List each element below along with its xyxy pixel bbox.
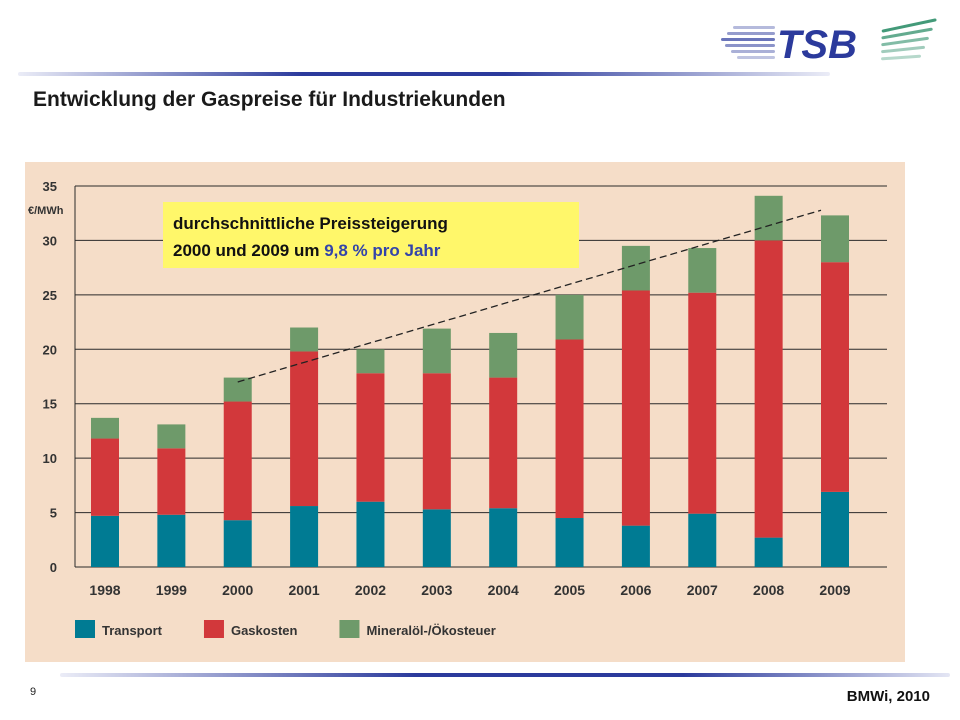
y-tick-label: 35: [43, 179, 57, 194]
y-tick-label: 25: [43, 288, 57, 303]
y-axis-label: €/MWh: [28, 205, 64, 217]
bar-segment-transport: [688, 513, 717, 567]
x-tick-label: 2004: [488, 582, 519, 598]
x-axis-ticks: 1998 1999 2000 2001 2002 2003 2004 2005 2006 2007…: [89, 582, 850, 598]
bar-segment-mineralöl-ökosteuer: [754, 195, 783, 241]
bar-segment-mineralöl-ökosteuer: [157, 424, 186, 449]
bar-segment-transport: [91, 515, 119, 567]
x-tick-label: 2003: [421, 582, 452, 598]
bar-segment-transport: [555, 518, 584, 567]
x-tick-label: 2002: [355, 582, 386, 598]
bar-stack-2002: [356, 349, 385, 567]
source-credit: BMWi, 2010: [846, 688, 930, 705]
bar-segment-mineralöl-ökosteuer: [821, 215, 849, 263]
annotation-line-2-prefix: 2000 und 2009 um: [173, 241, 324, 260]
bar-segment-mineralöl-ökosteuer: [621, 245, 650, 291]
y-tick-label: 5: [50, 506, 57, 521]
tsb-logo: TSB: [721, 18, 937, 67]
legend-label: Mineralöl-/Ökosteuer: [366, 623, 495, 638]
bar-segment-mineralöl-ökosteuer: [489, 332, 518, 378]
bar-segment-transport: [157, 514, 186, 567]
bar-segment-transport: [223, 520, 252, 567]
bar-segment-mineralöl-ökosteuer: [688, 248, 717, 293]
legend-label: Transport: [102, 623, 163, 638]
bar-segment-gaskosten: [754, 240, 783, 538]
bar-stack-2009: [821, 215, 849, 567]
page-title: Entwicklung der Gaspreise für Industriek…: [33, 88, 506, 111]
legend-item: Gaskosten: [203, 620, 298, 638]
bottom-divider: [60, 673, 950, 677]
x-tick-label: 2009: [819, 582, 850, 598]
page-number: 9: [30, 686, 37, 698]
y-tick-label: 30: [43, 233, 57, 248]
annotation-box: durchschnittliche Preissteigerung 2000 u…: [163, 202, 579, 268]
annotation-line-1: durchschnittliche Preissteigerung: [173, 214, 448, 233]
annotation-line-2: 2000 und 2009 um 9,8 % pro Jahr: [173, 241, 441, 260]
bar-stack-1998: [91, 417, 119, 567]
y-axis-ticks: 0 5 10 15 20 25 30 35: [43, 179, 57, 575]
bar-stack-2001: [290, 327, 319, 567]
bar-segment-gaskosten: [489, 377, 518, 509]
x-tick-label: 2008: [753, 582, 784, 598]
bar-stack-1999: [157, 424, 186, 567]
bar-stack-2000: [223, 377, 252, 567]
bar-segment-transport: [356, 501, 385, 567]
x-tick-label: 2005: [554, 582, 585, 598]
x-tick-label: 2007: [687, 582, 718, 598]
bar-stack-2004: [489, 332, 518, 567]
top-divider: [18, 72, 830, 76]
bar-segment-mineralöl-ökosteuer: [91, 417, 119, 439]
bar-stack-2008: [754, 195, 783, 567]
bar-segment-gaskosten: [223, 401, 252, 521]
x-tick-label: 2006: [620, 582, 651, 598]
bar-segment-transport: [489, 508, 518, 567]
y-tick-label: 10: [43, 451, 57, 466]
x-tick-label: 2001: [289, 582, 320, 598]
bar-segment-transport: [621, 525, 650, 567]
bar-segment-gaskosten: [422, 373, 451, 510]
logo-text: TSB: [777, 23, 857, 67]
bar-segment-gaskosten: [621, 290, 650, 526]
bar-segment-transport: [821, 491, 849, 567]
bar-segment-mineralöl-ökosteuer: [422, 328, 451, 374]
logo-left-swoosh-icon: [721, 26, 775, 59]
legend-item: Mineralöl-/Ökosteuer: [339, 620, 496, 638]
bar-segment-mineralöl-ökosteuer: [555, 294, 584, 340]
legend-swatch: [75, 620, 95, 638]
bar-stack-2006: [621, 245, 650, 567]
bar-segment-mineralöl-ökosteuer: [223, 377, 252, 402]
logo-right-swoosh-icon: [881, 18, 937, 61]
bar-stack-2005: [555, 294, 584, 567]
legend: Transport Gaskosten Mineralöl-/Ökosteuer: [75, 620, 496, 638]
bar-segment-gaskosten: [157, 448, 186, 515]
bar-segment-transport: [290, 506, 319, 567]
legend-swatch: [203, 620, 224, 638]
legend-label: Gaskosten: [231, 623, 298, 638]
bar-stack-2003: [422, 328, 451, 567]
bar-stack-2007: [688, 248, 717, 567]
x-tick-label: 2000: [222, 582, 253, 598]
annotation-highlight: 9,8 % pro Jahr: [324, 241, 441, 260]
bar-segment-gaskosten: [821, 262, 849, 492]
trend-line: [237, 209, 822, 383]
bar-segment-transport: [754, 537, 783, 567]
bar-segment-transport: [422, 509, 451, 567]
bar-segment-gaskosten: [290, 351, 319, 507]
bar-segment-gaskosten: [91, 438, 119, 516]
gas-price-chart: 0 5 10 15 20 25 30 35 €/MWh 1998 1999 2000 2001 200…: [25, 162, 905, 662]
y-tick-label: 15: [43, 397, 57, 412]
bar-segment-gaskosten: [555, 339, 584, 519]
legend-swatch: [339, 620, 360, 638]
bar-segment-mineralöl-ökosteuer: [290, 327, 319, 352]
bar-stacks: [91, 195, 849, 567]
bar-segment-gaskosten: [356, 373, 385, 502]
bar-segment-mineralöl-ökosteuer: [356, 349, 385, 374]
bar-segment-gaskosten: [688, 292, 717, 514]
y-tick-label: 0: [50, 560, 57, 575]
annotation-background: [163, 202, 579, 268]
x-tick-label: 1999: [156, 582, 187, 598]
x-tick-label: 1998: [89, 582, 120, 598]
legend-item: Transport: [75, 620, 163, 638]
y-tick-label: 20: [43, 342, 57, 357]
